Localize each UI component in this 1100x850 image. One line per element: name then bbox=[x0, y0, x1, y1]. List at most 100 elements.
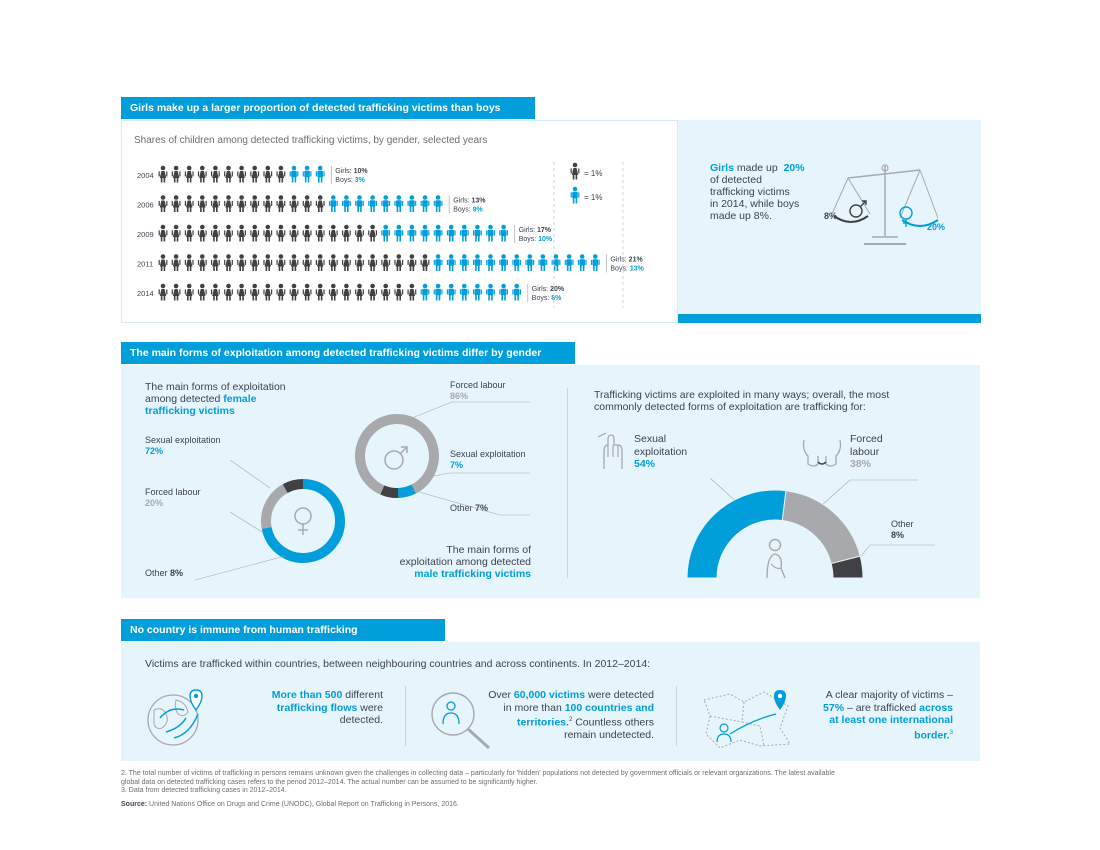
girl-icon bbox=[276, 254, 286, 271]
girl-icon bbox=[368, 224, 377, 242]
flows-bold1: More than 500 bbox=[271, 689, 343, 701]
boy-icon bbox=[486, 254, 495, 271]
legend-girl-label: = 1% bbox=[584, 169, 603, 178]
girl-icon bbox=[342, 283, 351, 301]
m-other: Other 7% bbox=[450, 503, 488, 514]
boy-icon bbox=[433, 283, 443, 301]
o-other-value: 8% bbox=[891, 530, 905, 540]
f-forced-label: Forced labour bbox=[145, 487, 201, 497]
f-other: Other 8% bbox=[145, 568, 183, 579]
boy-icon bbox=[420, 283, 430, 301]
overall-text-line1: Trafficking victims are exploited in man… bbox=[594, 389, 890, 401]
m-forced-value: 86% bbox=[450, 391, 469, 401]
boy-icon bbox=[564, 254, 574, 271]
victims-bold1: 60,000 victims bbox=[513, 689, 586, 701]
legend-boy-icon bbox=[570, 186, 580, 204]
girl-icon bbox=[184, 195, 194, 212]
girl-icon bbox=[211, 283, 220, 301]
m-other-value: 7% bbox=[475, 503, 489, 513]
flows-text1: different bbox=[345, 689, 383, 701]
girl-icon bbox=[197, 254, 207, 271]
boy-icon bbox=[394, 195, 404, 212]
flows-text3: detected. bbox=[339, 714, 383, 726]
boys-value-label: Boys: 3% bbox=[335, 177, 365, 184]
girl-icon bbox=[171, 165, 181, 183]
immune-panel bbox=[121, 642, 980, 761]
leader-line bbox=[821, 479, 851, 506]
girl-icon bbox=[276, 283, 286, 301]
leader-line bbox=[411, 401, 453, 419]
leader-line bbox=[194, 555, 286, 581]
girl-icon bbox=[381, 283, 391, 301]
girl-icon bbox=[368, 254, 377, 271]
girl-icon bbox=[420, 254, 430, 271]
girl-icon bbox=[171, 254, 181, 271]
girl-icon bbox=[355, 283, 364, 301]
overall-text-line2: commonly detected forms of exploitation … bbox=[594, 401, 866, 413]
boy-icon bbox=[328, 195, 338, 212]
girl-icon bbox=[263, 283, 273, 301]
girls-callout: Girls made up 20% of detected traffickin… bbox=[710, 162, 805, 222]
girl-icon bbox=[171, 283, 181, 301]
scale-panel bbox=[678, 120, 981, 316]
victims-text: Over 60,000 victims were detected in mor… bbox=[467, 689, 654, 742]
scale-panel-bar bbox=[678, 314, 981, 323]
o-forced-value: 38% bbox=[850, 458, 872, 470]
section3-divider2 bbox=[676, 686, 677, 746]
girl-icon bbox=[263, 165, 273, 183]
boy-icon bbox=[407, 224, 417, 242]
girl-icon bbox=[184, 283, 194, 301]
section3-banner: No country is immune from human traffick… bbox=[121, 619, 445, 641]
girl-icon bbox=[394, 283, 404, 301]
girl-icon bbox=[237, 283, 246, 301]
girl-icon bbox=[302, 254, 312, 271]
section1-banner: Girls make up a larger proportion of det… bbox=[121, 97, 535, 119]
overall-half-donut bbox=[686, 489, 864, 579]
border-bold1: 57% bbox=[823, 701, 845, 714]
girl-icon bbox=[211, 224, 220, 242]
boy-icon bbox=[499, 224, 508, 242]
year-label: 2006 bbox=[137, 201, 154, 210]
m-forced-label: Forced labour bbox=[450, 380, 506, 390]
girl-icon bbox=[368, 283, 377, 301]
magnifier-icon bbox=[431, 692, 491, 750]
girl-icon bbox=[276, 224, 286, 242]
f-sexual: Sexual exploitation 72% bbox=[145, 435, 221, 457]
border-text1: A clear majority of victims – bbox=[825, 689, 953, 701]
f-forced: Forced labour 20% bbox=[145, 487, 201, 509]
girl-icon bbox=[237, 165, 246, 183]
m-sexual-value: 7% bbox=[450, 460, 464, 470]
m-sexual-label: Sexual exploitation bbox=[450, 449, 526, 459]
boys-value-label: Boys: 13% bbox=[610, 266, 644, 273]
boy-icon bbox=[551, 254, 561, 271]
boys-value-label: Boys: 8% bbox=[532, 295, 562, 302]
girl-icon bbox=[315, 283, 325, 301]
handcuffs-icon bbox=[802, 439, 842, 467]
girl-icon bbox=[328, 254, 338, 271]
girl-icon bbox=[250, 283, 260, 301]
boy-icon bbox=[486, 224, 495, 242]
callout-line2: of detected bbox=[710, 174, 762, 186]
girl-icon bbox=[250, 165, 260, 183]
pictogram-row-2011: 2011 Girls: 21% Boys: 13% bbox=[137, 254, 645, 273]
boy-icon bbox=[459, 283, 469, 301]
slice-forced-labour bbox=[355, 414, 439, 495]
girls-value-label: Girls: 17% bbox=[519, 227, 552, 234]
m-other-label: Other bbox=[450, 503, 473, 513]
slice-forced-labour bbox=[261, 484, 288, 529]
girl-icon bbox=[276, 195, 286, 212]
girl-icon bbox=[158, 195, 168, 212]
girl-icon bbox=[211, 254, 220, 271]
female-symbol-icon bbox=[294, 507, 312, 535]
flows-text: More than 500 different trafficking flow… bbox=[230, 689, 383, 727]
border-bold3: at least one international bbox=[829, 714, 953, 726]
o-sexual: Sexual exploitation 54% bbox=[634, 433, 687, 471]
footnote-2a: 2. The total number of victims of traffi… bbox=[121, 770, 835, 777]
boy-icon bbox=[381, 224, 391, 242]
girl-icon bbox=[289, 195, 299, 212]
girl-icon bbox=[355, 224, 364, 242]
leader-line bbox=[229, 511, 263, 533]
callout-line5: made up 8%. bbox=[710, 210, 772, 222]
callout-line4: in 2014, while boys bbox=[710, 198, 800, 210]
male-title-line1: The main forms of bbox=[446, 544, 531, 556]
